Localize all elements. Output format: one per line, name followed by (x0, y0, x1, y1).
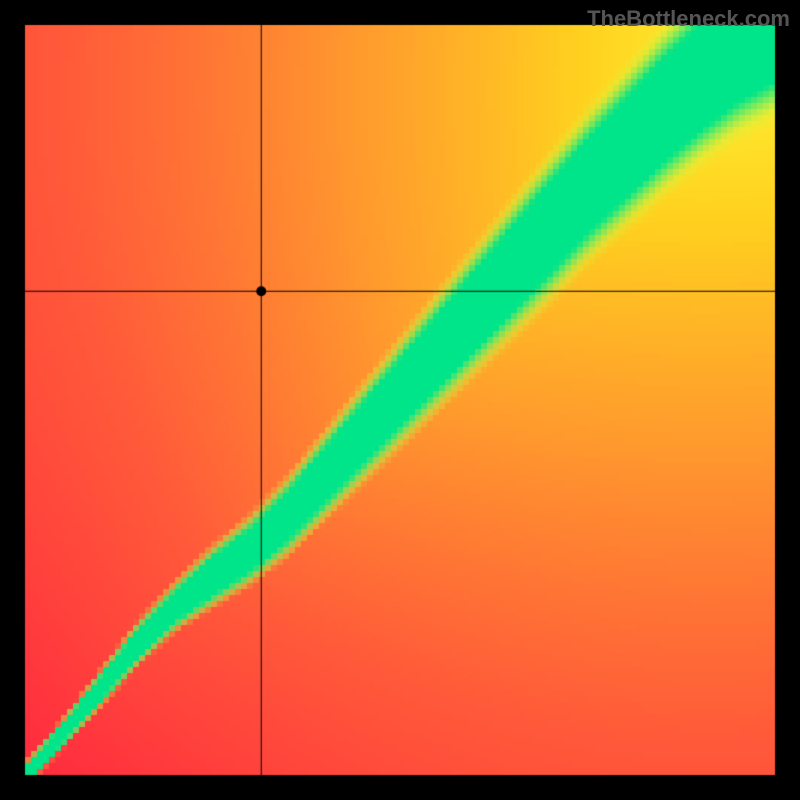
bottleneck-heatmap: TheBottleneck.com (0, 0, 800, 800)
watermark-text: TheBottleneck.com (587, 6, 790, 32)
heatmap-canvas (0, 0, 800, 800)
